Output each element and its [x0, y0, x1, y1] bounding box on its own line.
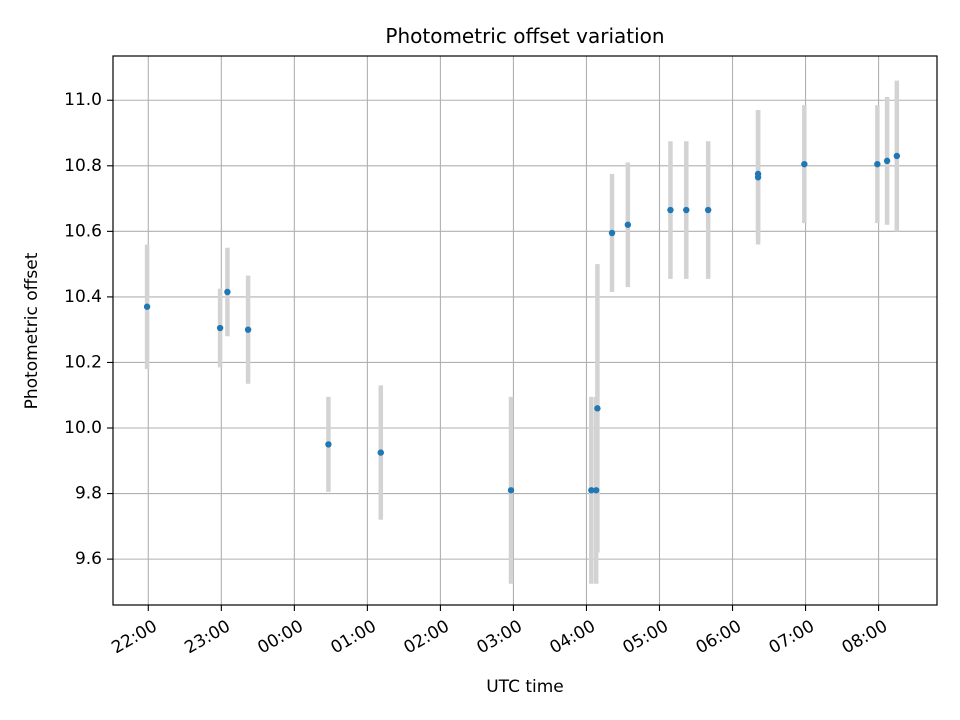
data-point: [224, 288, 231, 296]
data-point: [624, 221, 632, 228]
data-point: [588, 487, 595, 494]
data-point: [216, 324, 224, 332]
data-point: [244, 326, 252, 333]
chart-title: Photometric offset variation: [385, 24, 664, 48]
y-tick-label: 10.2: [64, 352, 102, 372]
data-point: [667, 206, 674, 214]
data-point: [754, 170, 762, 178]
data-point: [883, 157, 891, 165]
data-point: [683, 206, 690, 214]
y-tick-label: 10.0: [64, 418, 102, 438]
x-axis-label: UTC time: [486, 677, 564, 697]
y-tick-label: 10.8: [64, 156, 102, 176]
y-axis-ticks: 9.6 9.8 10.0 10.2 10.4 10.6 10.8 11.0: [64, 90, 113, 569]
y-tick-label: 10.6: [64, 221, 102, 241]
plot-frame: [112, 55, 938, 606]
data-point: [593, 487, 600, 494]
y-tick-label: 10.4: [64, 287, 102, 307]
data-point: [608, 229, 616, 237]
data-point: [704, 206, 712, 214]
data-point: [874, 160, 881, 168]
y-tick-label: 9.6: [75, 549, 102, 569]
data-point: [507, 487, 515, 494]
data-points: [143, 152, 901, 494]
data-point: [325, 441, 332, 448]
data-point: [801, 160, 808, 168]
y-tick-label: 9.8: [75, 484, 102, 504]
data-point: [893, 152, 901, 160]
data-point: [377, 449, 384, 456]
y-tick-label: 11.0: [64, 90, 102, 110]
y-axis-label: Photometric offset: [22, 252, 42, 409]
data-point: [143, 303, 151, 310]
data-point: [594, 405, 601, 412]
